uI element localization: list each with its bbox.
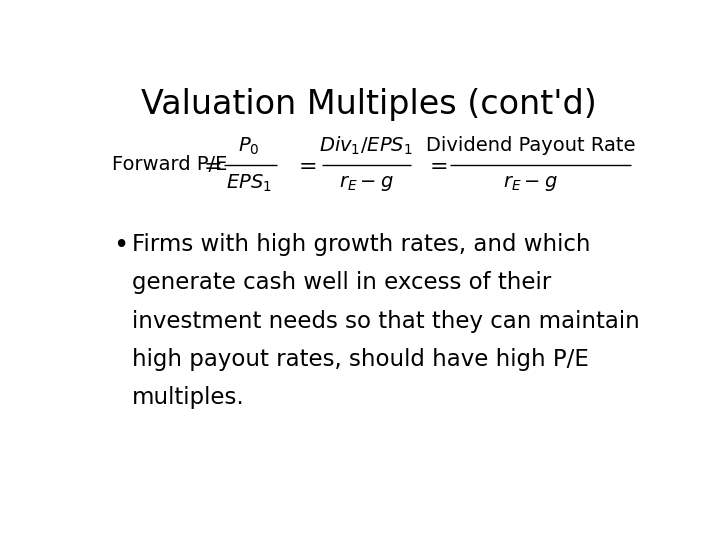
Text: $\mathit{Div}_1 / \mathit{EPS}_1$: $\mathit{Div}_1 / \mathit{EPS}_1$ <box>320 135 413 157</box>
Text: $=$: $=$ <box>294 154 316 174</box>
Text: $=$: $=$ <box>199 154 221 174</box>
Text: $\mathit{EPS}_1$: $\mathit{EPS}_1$ <box>226 173 272 194</box>
Text: Forward P/E: Forward P/E <box>112 155 228 174</box>
Text: investment needs so that they can maintain: investment needs so that they can mainta… <box>132 310 639 333</box>
Text: Dividend Payout Rate: Dividend Payout Rate <box>426 137 636 156</box>
Text: generate cash well in excess of their: generate cash well in excess of their <box>132 272 551 294</box>
Text: •: • <box>113 233 128 259</box>
Text: multiples.: multiples. <box>132 386 245 409</box>
Text: $r_E - g$: $r_E - g$ <box>503 174 558 193</box>
Text: Valuation Multiples (cont'd): Valuation Multiples (cont'd) <box>141 87 597 120</box>
Text: Firms with high growth rates, and which: Firms with high growth rates, and which <box>132 233 590 256</box>
Text: $P_0$: $P_0$ <box>238 135 260 157</box>
Text: $=$: $=$ <box>425 154 447 174</box>
Text: high payout rates, should have high P/E: high payout rates, should have high P/E <box>132 348 589 371</box>
Text: $r_E - g$: $r_E - g$ <box>339 174 394 193</box>
